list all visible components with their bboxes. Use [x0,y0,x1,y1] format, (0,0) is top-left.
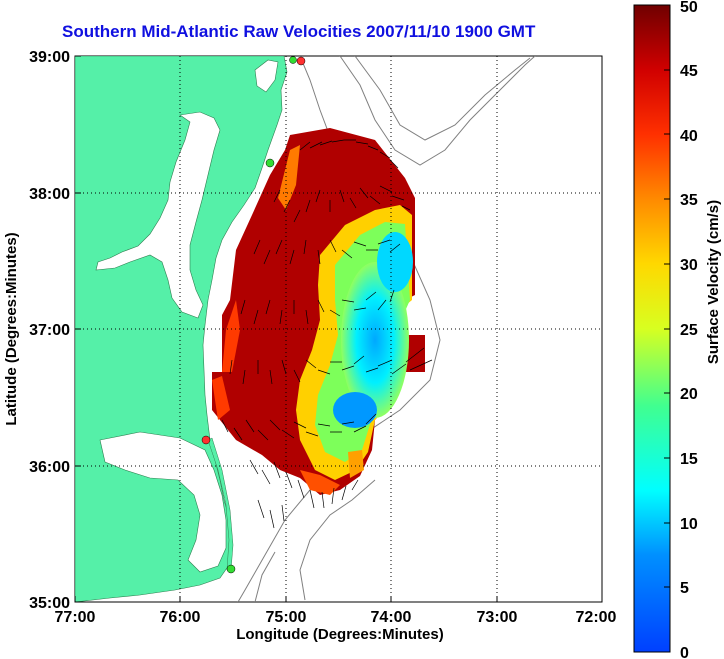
x-axis-label: Longitude (Degrees:Minutes) [236,626,444,643]
station-marker [289,56,297,64]
colorbar-tick-label: 10 [680,516,698,533]
colorbar-tick-label: 30 [680,257,698,274]
x-tick-label: 73:00 [477,609,518,626]
y-tick-label: 39:00 [29,49,70,66]
colorbar-tick-label: 15 [680,451,698,468]
station-marker [201,435,211,445]
x-tick-label: 72:00 [576,609,617,626]
x-tick-label: 74:00 [371,609,412,626]
station-marker [265,158,275,168]
colorbar-tick-label: 35 [680,192,698,209]
station-marker [226,564,236,574]
current-vectors [221,139,433,529]
grid-lines [75,56,602,602]
chesapeake-bay [95,111,221,319]
pamlico-sound [99,431,227,573]
map-title: Southern Mid-Atlantic Raw Velocities 200… [62,22,536,41]
y-tick-label: 36:00 [29,459,70,476]
colorbar-tick-label: 40 [680,128,698,145]
velocity-field [212,128,425,495]
axis-ticks [74,55,603,603]
station-marker [296,56,306,66]
colorbar-tick-label: 45 [680,63,698,80]
x-tick-label: 76:00 [160,609,201,626]
colorbar-label: Surface Velocity (cm/s) [705,200,722,364]
colorbar-tick-label: 20 [680,386,698,403]
colorbar-tick-label: 25 [680,322,698,339]
x-tick-label: 77:00 [55,609,96,626]
y-axis-label: Latitude (Degrees:Minutes) [3,232,20,425]
colorbar-tick-label: 0 [680,645,689,659]
colorbar-tick-label: 50 [680,0,698,16]
y-tick-label: 37:00 [29,322,70,339]
delaware-bay [254,59,279,93]
colorbar-ticks [664,4,670,653]
y-tick-label: 35:00 [29,595,70,612]
y-tick-label: 38:00 [29,186,70,203]
colorbar-tick-label: 5 [680,580,689,597]
x-tick-label: 75:00 [266,609,307,626]
